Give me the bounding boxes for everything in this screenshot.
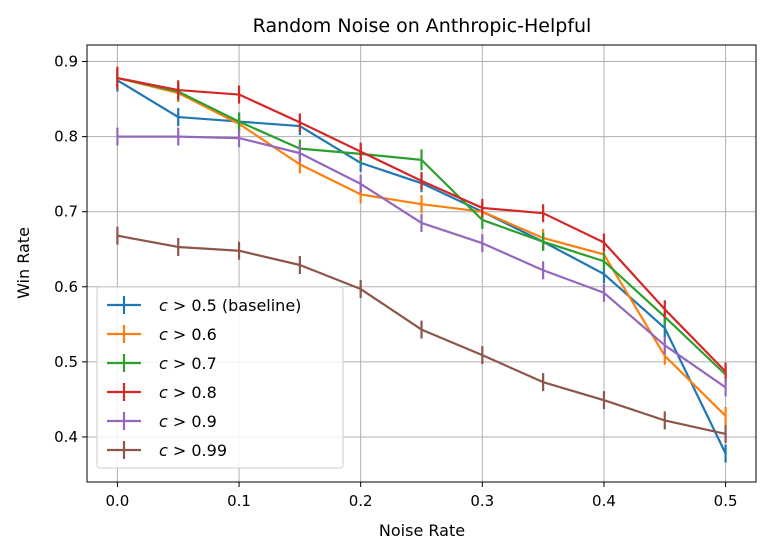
x-axis-label: Noise Rate: [379, 521, 465, 540]
legend-label: c > 0.7: [159, 354, 217, 373]
legend-label: c > 0.9: [159, 412, 217, 431]
plot-frame: [86, 44, 757, 483]
y-axis-label: Win Rate: [14, 227, 33, 299]
legend-label-text: > 0.7: [168, 354, 217, 373]
legend-label-variable: c: [159, 412, 168, 431]
x-tick-label: 0.2: [349, 492, 373, 510]
legend-label: c > 0.8: [159, 383, 217, 402]
y-tick-label: 0.7: [54, 203, 78, 221]
y-tick-label: 0.6: [54, 278, 78, 296]
chart-title: Random Noise on Anthropic-Helpful: [253, 15, 592, 37]
legend-label-variable: c: [159, 354, 168, 373]
legend-label: c > 0.99: [159, 441, 227, 460]
legend-item: c > 0.6: [107, 325, 217, 344]
x-tick-label: 0.0: [105, 492, 129, 510]
legend-label-variable: c: [159, 325, 168, 344]
series-layer: [116, 66, 727, 463]
legend-box: [96, 286, 344, 469]
legend-label: c > 0.6: [159, 325, 217, 344]
series-4: [116, 127, 727, 397]
legend: c > 0.5 (baseline)c > 0.6c > 0.7c > 0.8c…: [96, 286, 344, 469]
legend-label-variable: c: [159, 383, 168, 402]
legend-label-variable: c: [159, 441, 168, 460]
axis-ticks: 0.0 0.1 0.2 0.3 0.4 0.5 0.4 0.5 0.6 0.7 0.8 0.9: [54, 53, 737, 510]
legend-label-text: > 0.99: [168, 441, 227, 460]
legend-item: c > 0.8: [107, 383, 217, 402]
legend-item: c > 0.5 (baseline): [107, 296, 301, 315]
legend-label-variable: c: [159, 296, 168, 315]
legend-item: c > 0.99: [107, 441, 227, 460]
legend-label-text: > 0.8: [168, 383, 217, 402]
series-5: [116, 226, 727, 443]
y-tick-label: 0.9: [54, 53, 78, 71]
x-tick-label: 0.4: [592, 492, 616, 510]
x-tick-label: 0.3: [470, 492, 494, 510]
legend-label: c > 0.5 (baseline): [159, 296, 301, 315]
series-3: [116, 66, 727, 381]
legend-label-text: > 0.6: [168, 325, 217, 344]
legend-label-text: > 0.5 (baseline): [168, 296, 302, 315]
y-tick-label: 0.4: [54, 428, 78, 446]
y-tick-label: 0.8: [54, 128, 78, 146]
legend-item: c > 0.9: [107, 412, 217, 431]
y-tick-label: 0.5: [54, 353, 78, 371]
x-tick-label: 0.5: [714, 492, 738, 510]
legend-label-text: > 0.9: [168, 412, 217, 431]
legend-item: c > 0.7: [107, 354, 217, 373]
x-tick-label: 0.1: [227, 492, 251, 510]
